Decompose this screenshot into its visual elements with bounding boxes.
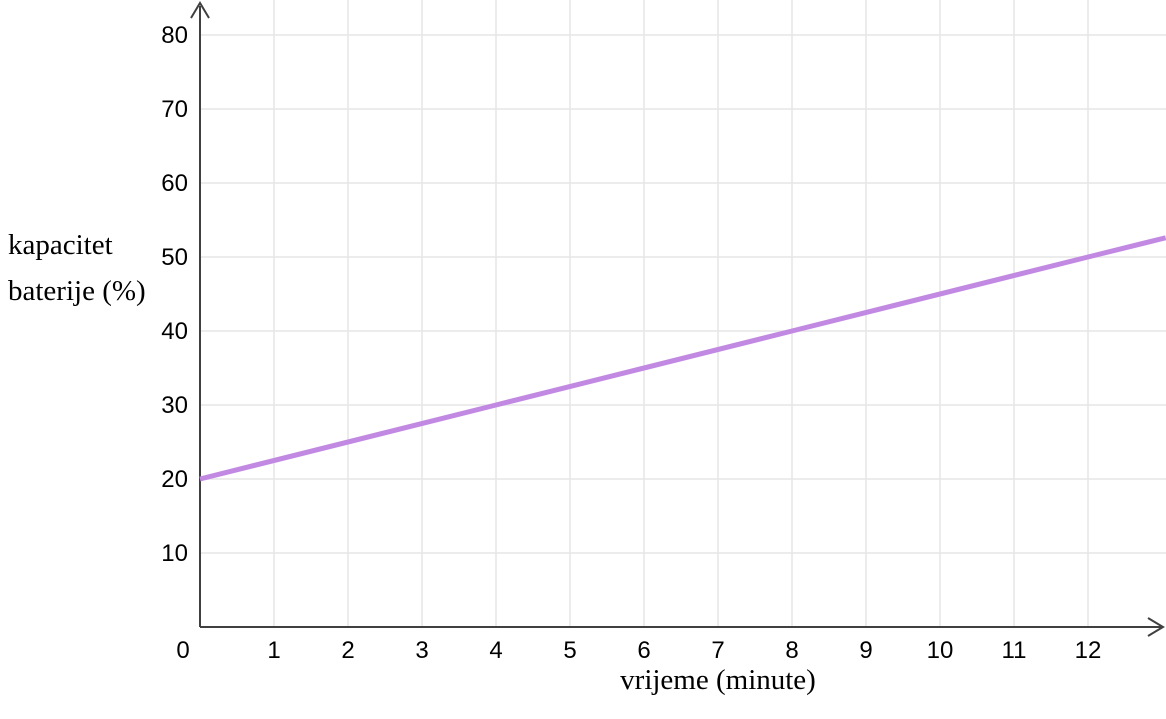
x-tick-label: 1 [267, 637, 280, 664]
y-tick-label: 30 [161, 392, 188, 419]
y-tick-label: 50 [161, 244, 188, 271]
x-tick-label: 9 [859, 637, 872, 664]
x-tick-label: 2 [341, 637, 354, 664]
x-axis-label: vrijeme (minute) [620, 664, 816, 696]
x-tick-label: 12 [1075, 637, 1102, 664]
x-tick-label: 6 [637, 637, 650, 664]
y-tick-label: 70 [161, 96, 188, 123]
x-tick-label: 10 [927, 637, 954, 664]
y-tick-label: 20 [161, 466, 188, 493]
data-line [199, 235, 1166, 482]
y-axis-label: kapacitet baterije (%) [8, 222, 146, 314]
axes [190, 1, 1165, 637]
x-tick-label: 0 [176, 637, 189, 664]
y-axis-label-line2: baterije (%) [8, 275, 146, 307]
x-tick-label: 8 [785, 637, 798, 664]
y-axis-label-line1: kapacitet [8, 229, 113, 261]
battery-line [199, 235, 1166, 482]
x-tick-label: 4 [489, 637, 502, 664]
gridlines [200, 0, 1166, 627]
y-tick-label: 80 [161, 22, 188, 49]
y-axis-arrow-icon [190, 1, 210, 19]
x-tick-label: 3 [415, 637, 428, 664]
y-tick-label: 10 [161, 540, 188, 567]
x-tick-label: 5 [563, 637, 576, 664]
x-tick-label: 11 [1002, 637, 1027, 664]
x-axis-arrow-icon [1147, 617, 1165, 637]
y-tick-label: 60 [161, 170, 188, 197]
x-tick-label: 7 [711, 637, 724, 664]
y-tick-label: 40 [161, 318, 188, 345]
